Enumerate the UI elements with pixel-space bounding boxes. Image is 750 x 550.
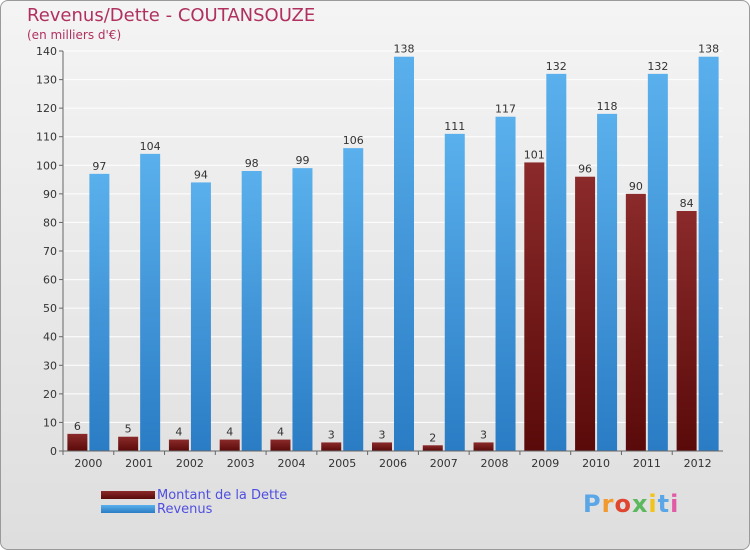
bar-dette: [321, 442, 342, 451]
legend-label-revenus: Revenus: [157, 502, 213, 517]
y-tick-label: 20: [43, 388, 57, 401]
logo-letter: i: [648, 490, 658, 518]
data-label-dette: 3: [379, 428, 386, 441]
bar-dette: [219, 439, 240, 451]
x-tick-label: 2000: [74, 457, 102, 470]
data-label-revenus: 94: [194, 168, 208, 181]
data-label-revenus: 99: [295, 154, 309, 167]
data-label-revenus: 97: [92, 160, 106, 173]
y-tick-label: 50: [43, 302, 57, 315]
data-label-revenus: 138: [698, 43, 719, 56]
logo-letter: o: [614, 490, 632, 518]
bar-revenus: [89, 173, 110, 451]
chart-subtitle: (en milliers d'€): [27, 28, 122, 42]
y-tick-label: 10: [43, 416, 57, 429]
bar-revenus: [241, 171, 262, 451]
data-label-revenus: 106: [343, 134, 364, 147]
x-tick-label: 2012: [684, 457, 712, 470]
bar-revenus: [140, 153, 161, 451]
y-tick-label: 70: [43, 245, 57, 258]
bar-dette: [168, 439, 189, 451]
bar-dette: [67, 433, 88, 451]
logo-letter: x: [631, 490, 649, 518]
bar-dette: [422, 445, 443, 451]
proxiti-logo: Proxiti: [583, 490, 679, 518]
legend-label-dette: Montant de la Dette: [157, 488, 288, 503]
data-label-dette: 3: [328, 428, 335, 441]
y-tick-label: 40: [43, 331, 57, 344]
bar-revenus: [495, 116, 516, 451]
bar-revenus: [292, 168, 313, 451]
bar-dette: [118, 436, 139, 451]
x-tick-label: 2002: [176, 457, 204, 470]
x-tick-label: 2004: [277, 457, 305, 470]
bar-dette: [575, 176, 596, 451]
x-tick-label: 2003: [227, 457, 255, 470]
bar-revenus: [444, 133, 465, 451]
x-tick-label: 2010: [582, 457, 610, 470]
bar-dette: [473, 442, 494, 451]
data-label-dette: 5: [125, 423, 132, 436]
data-label-dette: 3: [480, 428, 487, 441]
data-label-revenus: 118: [597, 100, 618, 113]
logo-letter: t: [657, 490, 671, 518]
data-label-revenus: 132: [546, 60, 567, 73]
logo-letter: i: [670, 490, 680, 518]
legend-swatch-dette: [101, 491, 155, 499]
y-tick-label: 140: [36, 45, 57, 58]
bar-revenus: [343, 148, 364, 451]
bar-revenus: [597, 113, 618, 451]
y-tick-label: 80: [43, 216, 57, 229]
x-tick-label: 2011: [633, 457, 661, 470]
y-tick-label: 60: [43, 274, 57, 287]
y-tick-label: 110: [36, 131, 57, 144]
data-label-revenus: 98: [245, 157, 259, 170]
x-tick-label: 2009: [531, 457, 559, 470]
x-tick-label: 2007: [430, 457, 458, 470]
data-label-dette: 4: [277, 426, 284, 439]
y-tick-label: 30: [43, 359, 57, 372]
bar-dette: [676, 211, 697, 451]
data-label-dette: 96: [578, 163, 592, 176]
chart-title: Revenus/Dette - COUTANSOUZE: [27, 5, 316, 26]
x-tick-label: 2008: [481, 457, 509, 470]
bar-revenus: [190, 182, 211, 451]
data-label-dette: 6: [74, 420, 81, 433]
x-tick-label: 2001: [125, 457, 153, 470]
bar-dette: [625, 193, 646, 451]
data-label-revenus: 111: [444, 120, 465, 133]
bar-revenus: [394, 56, 414, 451]
x-tick-label: 2005: [328, 457, 356, 470]
bar-dette: [270, 439, 291, 451]
data-label-dette: 90: [629, 180, 643, 193]
data-label-revenus: 117: [495, 103, 516, 116]
data-label-dette: 101: [524, 148, 545, 161]
y-tick-label: 130: [36, 74, 57, 87]
bar-revenus: [647, 73, 668, 451]
data-label-revenus: 138: [394, 43, 415, 56]
bar-revenus: [698, 56, 719, 451]
y-tick-label: 100: [36, 159, 57, 172]
data-label-dette: 2: [429, 431, 436, 444]
data-label-revenus: 104: [140, 140, 161, 153]
legend-swatch-revenus: [101, 505, 155, 513]
logo-letter: P: [583, 490, 602, 518]
data-label-revenus: 132: [647, 60, 668, 73]
y-tick-label: 90: [43, 188, 57, 201]
bar-revenus: [546, 73, 567, 451]
data-label-dette: 84: [680, 197, 694, 210]
y-tick-label: 0: [50, 445, 57, 458]
x-tick-label: 2006: [379, 457, 407, 470]
data-label-dette: 4: [175, 426, 182, 439]
bar-dette: [372, 442, 392, 451]
y-tick-label: 120: [36, 102, 57, 115]
bar-dette: [524, 162, 545, 451]
data-label-dette: 4: [226, 426, 233, 439]
logo-letter: r: [601, 490, 615, 518]
